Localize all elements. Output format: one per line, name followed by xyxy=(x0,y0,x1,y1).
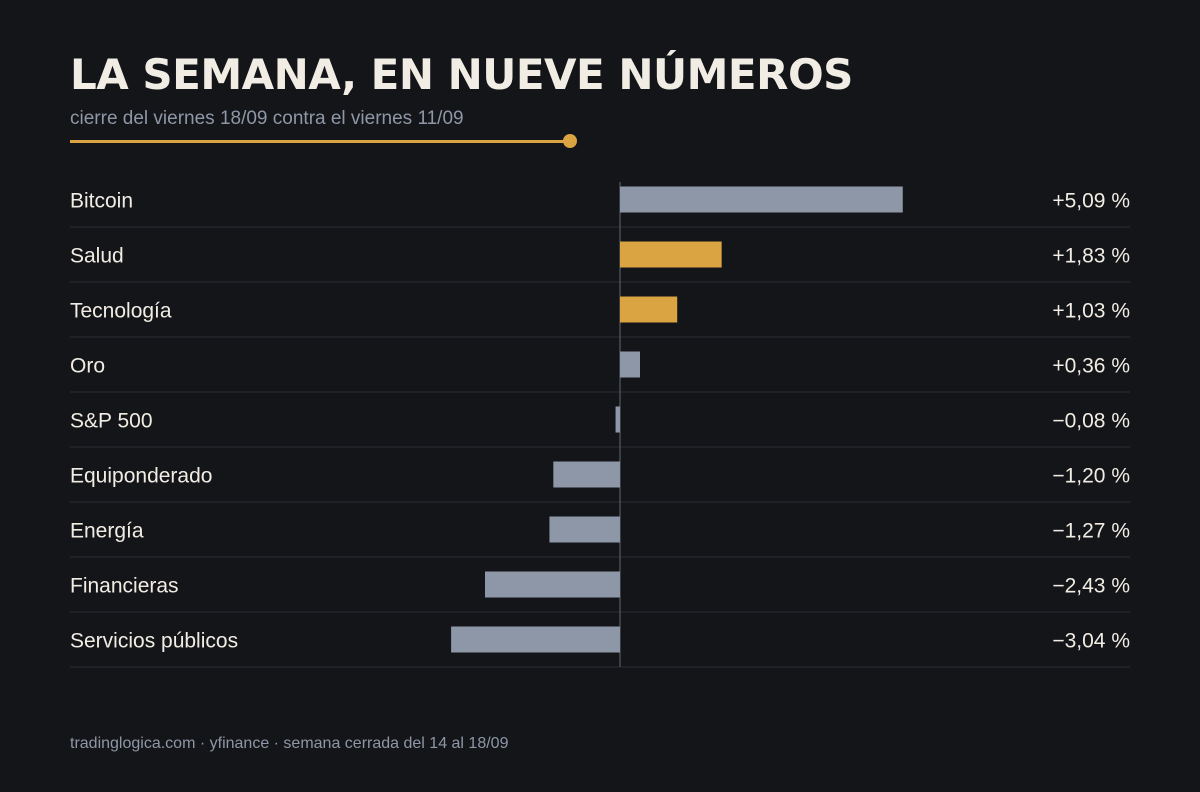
value-label: +5,09 % xyxy=(1052,190,1130,213)
bar xyxy=(620,351,640,378)
bar xyxy=(620,186,903,213)
value-label: +0,36 % xyxy=(1052,355,1130,378)
chart-subtitle: cierre del viernes 18/09 contra el viern… xyxy=(70,108,464,129)
value-label: +1,83 % xyxy=(1052,245,1130,268)
category-label: Salud xyxy=(70,245,124,268)
category-label: Servicios públicos xyxy=(70,630,238,653)
category-label: Bitcoin xyxy=(70,190,133,213)
category-label: Equiponderado xyxy=(70,465,212,488)
category-label: S&P 500 xyxy=(70,410,153,433)
bar xyxy=(549,516,620,543)
bar xyxy=(615,406,620,433)
value-label: −3,04 % xyxy=(1052,630,1130,653)
category-label: Tecnología xyxy=(70,300,172,323)
category-label: Financieras xyxy=(70,575,179,598)
bar xyxy=(485,571,620,598)
chart-title: LA SEMANA, EN NUEVE NÚMEROS xyxy=(70,50,853,99)
value-label: −1,27 % xyxy=(1052,520,1130,543)
value-label: −2,43 % xyxy=(1052,575,1130,598)
accent-rule xyxy=(70,140,564,143)
bar xyxy=(553,461,620,488)
accent-dot xyxy=(563,134,577,148)
bar xyxy=(451,626,620,653)
value-label: +1,03 % xyxy=(1052,300,1130,323)
bar xyxy=(620,296,678,323)
source-footer: tradinglogica.com · yfinance · semana ce… xyxy=(70,735,509,752)
value-label: −0,08 % xyxy=(1052,410,1130,433)
bar xyxy=(620,241,722,268)
value-label: −1,20 % xyxy=(1052,465,1130,488)
category-label: Oro xyxy=(70,355,105,378)
category-label: Energía xyxy=(70,520,144,543)
